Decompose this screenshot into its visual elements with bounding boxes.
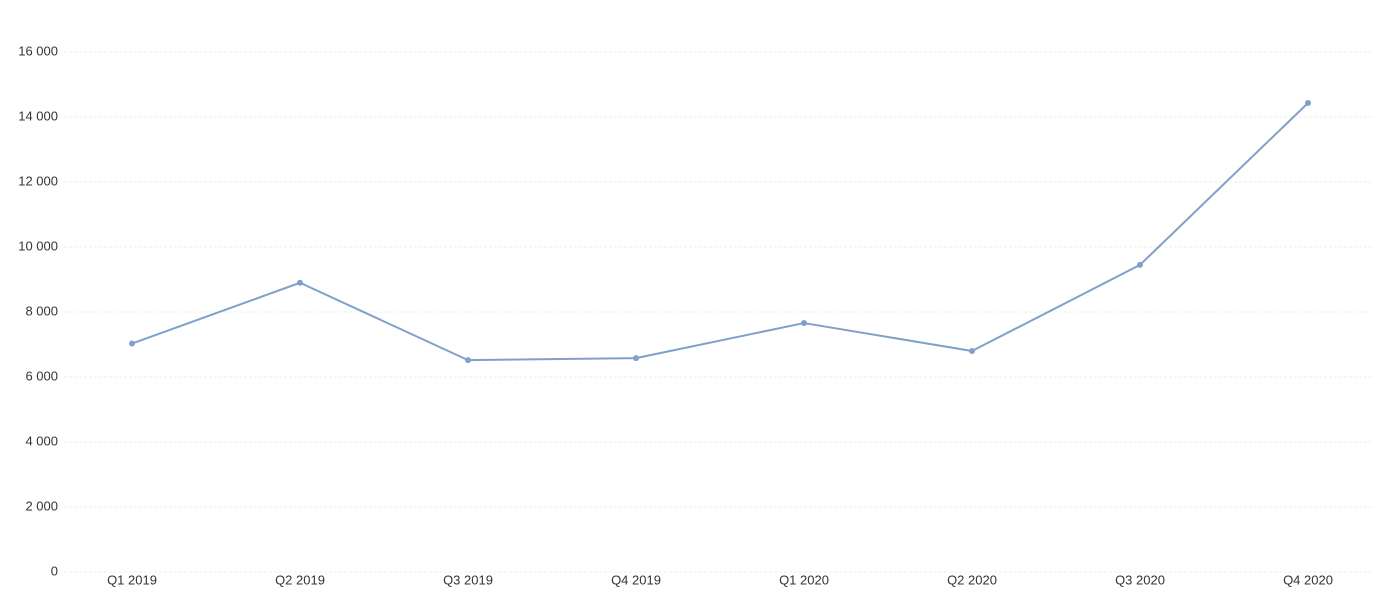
data-point: [129, 340, 135, 347]
y-tick-label: 16 000: [18, 43, 58, 58]
y-tick-label: 6 000: [25, 368, 58, 383]
x-tick-label: Q1 2019: [107, 572, 157, 587]
data-point: [465, 357, 471, 364]
y-tick-label: 10 000: [18, 238, 58, 253]
x-tick-label: Q3 2019: [443, 572, 493, 587]
x-tick-label: Q4 2019: [611, 572, 661, 587]
x-tick-label: Q2 2020: [947, 572, 997, 587]
x-tick-label: Q3 2020: [1115, 572, 1165, 587]
y-tick-label: 4 000: [25, 433, 58, 448]
data-point: [633, 355, 639, 362]
y-tick-label: 14 000: [18, 108, 58, 123]
data-point: [1305, 100, 1311, 107]
data-point: [1137, 261, 1143, 268]
x-tick-label: Q4 2020: [1283, 572, 1333, 587]
x-tick-label: Q1 2020: [779, 572, 829, 587]
data-point: [297, 279, 303, 286]
x-tick-label: Q2 2019: [275, 572, 325, 587]
y-tick-label: 8 000: [25, 303, 58, 318]
y-tick-label: 0: [51, 563, 58, 578]
data-point: [801, 320, 807, 327]
series-line: [131, 102, 1309, 362]
data-point: [969, 348, 975, 354]
y-tick-label: 2 000: [25, 498, 58, 513]
y-tick-label: 12 000: [18, 173, 58, 188]
